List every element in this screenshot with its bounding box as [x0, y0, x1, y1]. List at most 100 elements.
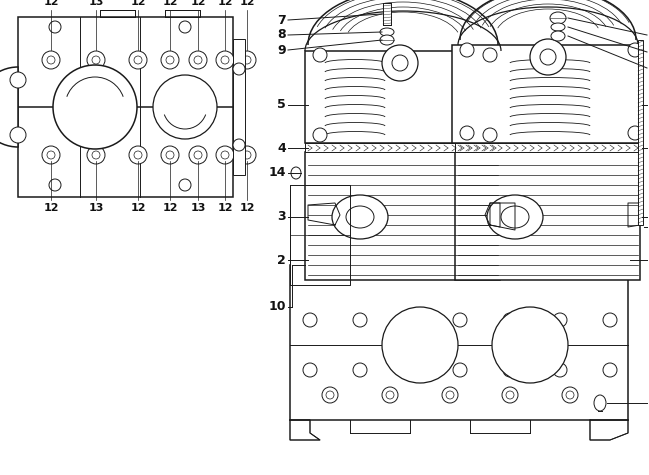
Ellipse shape	[382, 387, 398, 403]
Ellipse shape	[453, 313, 467, 327]
Ellipse shape	[346, 206, 374, 228]
Ellipse shape	[216, 146, 234, 164]
Text: 12: 12	[217, 0, 233, 7]
Ellipse shape	[134, 56, 142, 64]
Ellipse shape	[603, 313, 617, 327]
Ellipse shape	[403, 313, 417, 327]
Ellipse shape	[42, 146, 60, 164]
Ellipse shape	[153, 75, 217, 139]
Text: 12: 12	[162, 0, 178, 7]
Ellipse shape	[10, 127, 26, 143]
Ellipse shape	[161, 51, 179, 69]
Ellipse shape	[530, 39, 566, 75]
Ellipse shape	[492, 307, 568, 383]
Text: 4: 4	[277, 142, 286, 154]
Ellipse shape	[322, 387, 338, 403]
Ellipse shape	[303, 363, 317, 377]
Polygon shape	[100, 10, 135, 17]
Wedge shape	[0, 67, 18, 147]
Ellipse shape	[506, 391, 514, 399]
Polygon shape	[165, 10, 200, 17]
Ellipse shape	[47, 151, 55, 159]
Ellipse shape	[550, 12, 566, 24]
Ellipse shape	[503, 363, 517, 377]
Text: 13: 13	[88, 0, 104, 7]
Text: 12: 12	[43, 203, 59, 213]
Ellipse shape	[566, 391, 574, 399]
Bar	[305, 51, 502, 143]
Ellipse shape	[442, 387, 458, 403]
Bar	[305, 143, 500, 152]
Ellipse shape	[134, 151, 142, 159]
Text: 2: 2	[648, 254, 649, 266]
Ellipse shape	[221, 56, 229, 64]
Text: 3: 3	[277, 210, 286, 224]
Text: 7: 7	[277, 13, 286, 27]
Polygon shape	[590, 420, 628, 440]
Ellipse shape	[628, 126, 642, 140]
Bar	[455, 152, 640, 280]
Bar	[305, 152, 500, 280]
Text: 5: 5	[648, 98, 649, 112]
Text: 12: 12	[130, 0, 146, 7]
Text: 5: 5	[277, 98, 286, 112]
Text: 2: 2	[277, 254, 286, 266]
Ellipse shape	[189, 51, 207, 69]
Ellipse shape	[92, 151, 100, 159]
Ellipse shape	[243, 56, 251, 64]
Ellipse shape	[179, 179, 191, 191]
Ellipse shape	[313, 48, 327, 62]
Ellipse shape	[189, 146, 207, 164]
Ellipse shape	[353, 313, 367, 327]
Ellipse shape	[129, 146, 147, 164]
Ellipse shape	[503, 313, 517, 327]
Text: 13: 13	[190, 203, 206, 213]
Ellipse shape	[460, 126, 474, 140]
Text: 12: 12	[162, 203, 178, 213]
Text: 12: 12	[43, 0, 59, 7]
Ellipse shape	[233, 63, 245, 75]
Bar	[383, 3, 391, 25]
Ellipse shape	[332, 195, 388, 239]
Ellipse shape	[382, 307, 458, 383]
Ellipse shape	[551, 23, 565, 31]
Bar	[452, 45, 642, 143]
Ellipse shape	[233, 139, 245, 151]
Ellipse shape	[460, 43, 474, 57]
Ellipse shape	[216, 51, 234, 69]
Ellipse shape	[179, 21, 191, 33]
Bar	[455, 143, 640, 152]
Text: 12: 12	[217, 203, 233, 213]
Ellipse shape	[551, 31, 565, 41]
Ellipse shape	[502, 387, 518, 403]
Ellipse shape	[221, 151, 229, 159]
Ellipse shape	[594, 395, 606, 411]
Bar	[18, 17, 233, 197]
Text: 8: 8	[277, 28, 286, 41]
Ellipse shape	[487, 195, 543, 239]
Text: 12: 12	[190, 0, 206, 7]
Bar	[233, 39, 245, 175]
Ellipse shape	[166, 56, 174, 64]
Ellipse shape	[161, 146, 179, 164]
Ellipse shape	[49, 21, 61, 33]
Ellipse shape	[47, 56, 55, 64]
Ellipse shape	[483, 48, 497, 62]
Polygon shape	[628, 203, 640, 227]
Ellipse shape	[92, 56, 100, 64]
Polygon shape	[290, 420, 320, 440]
Text: 12: 12	[239, 0, 255, 7]
Ellipse shape	[42, 51, 60, 69]
Ellipse shape	[392, 55, 408, 71]
Ellipse shape	[243, 151, 251, 159]
Ellipse shape	[87, 51, 105, 69]
Ellipse shape	[483, 128, 497, 142]
Text: 4: 4	[648, 142, 649, 154]
Ellipse shape	[194, 151, 202, 159]
Text: 13: 13	[88, 203, 104, 213]
Ellipse shape	[10, 72, 26, 88]
Bar	[638, 40, 643, 225]
Text: 1: 1	[648, 220, 649, 234]
Ellipse shape	[540, 49, 556, 65]
Text: 8: 8	[648, 46, 649, 58]
